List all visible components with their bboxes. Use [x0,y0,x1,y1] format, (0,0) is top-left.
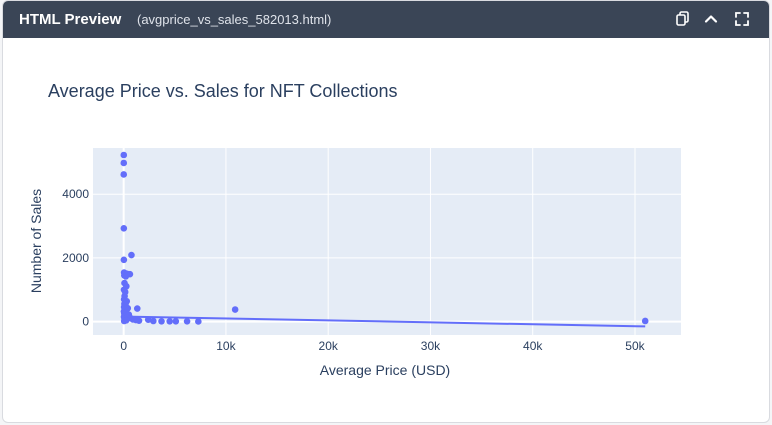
data-point[interactable] [120,151,128,159]
y-tick-label: 0 [82,315,89,329]
file-name: (avgprice_vs_sales_582013.html) [137,12,332,27]
x-tick-label: 0 [120,339,127,353]
data-point[interactable] [144,316,152,324]
data-point[interactable] [172,318,180,325]
data-point[interactable] [231,306,239,313]
data-point[interactable] [120,256,128,264]
data-point[interactable] [133,305,141,312]
data-points [120,151,649,325]
panel-header: HTML Preview (avgprice_vs_sales_582013.h… [3,1,769,38]
fullscreen-icon[interactable] [732,9,752,29]
axis-ticks: 0 10k 20k 30k 40k 50k 0 2000 4000 [62,187,645,353]
data-point[interactable] [120,317,128,325]
data-point[interactable] [183,318,191,325]
y-tick-label: 2000 [62,251,89,265]
data-point[interactable] [641,317,649,325]
copy-icon[interactable] [673,9,693,29]
x-axis-label: Average Price (USD) [320,362,450,378]
plot-background [93,148,681,335]
scatter-chart: Average Price vs. Sales for NFT Collecti… [28,81,681,378]
chevron-up-icon[interactable] [701,9,721,29]
data-point[interactable] [166,318,173,325]
data-point[interactable] [135,317,143,324]
trendline-group [123,315,646,328]
data-point[interactable] [128,251,135,259]
data-point[interactable] [120,159,128,167]
chart-container: Average Price vs. Sales for NFT Collecti… [3,38,769,422]
y-axis-label: Number of Sales [28,189,44,293]
x-tick-label: 10k [216,339,236,353]
panel-title: HTML Preview [19,11,122,28]
x-tick-label: 40k [523,339,543,353]
data-point[interactable] [120,224,128,232]
data-point[interactable] [122,273,130,280]
trendline [123,315,646,328]
data-point[interactable] [158,318,165,325]
data-point[interactable] [120,171,128,178]
x-tick-label: 50k [625,339,645,353]
y-tick-label: 4000 [62,187,89,201]
data-point[interactable] [150,317,157,325]
x-tick-label: 30k [421,339,441,353]
data-point[interactable] [195,318,202,325]
chart-title: Average Price vs. Sales for NFT Collecti… [48,81,397,101]
x-tick-label: 20k [319,339,339,353]
